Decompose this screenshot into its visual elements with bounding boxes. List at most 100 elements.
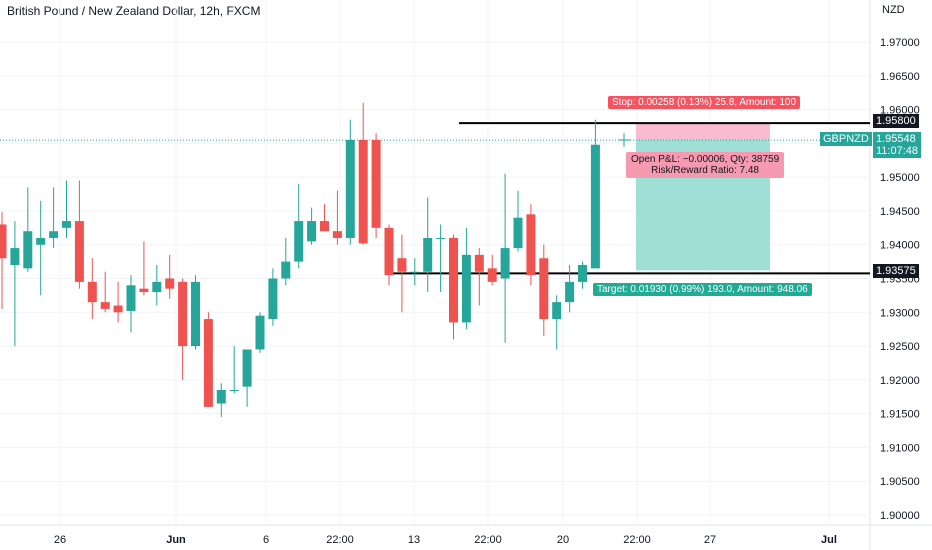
- candle-body: [332, 231, 342, 238]
- candle: [332, 190, 342, 245]
- candle-body: [410, 271, 420, 273]
- candle: [565, 264, 575, 313]
- candle: [100, 271, 110, 313]
- time-tick-label: Jul: [821, 534, 837, 546]
- candle: [474, 248, 484, 306]
- candle-body: [203, 319, 213, 407]
- time-tick-label: 22:00: [623, 534, 651, 546]
- bar-countdown: 11:07:48: [876, 145, 919, 157]
- candle: [578, 261, 587, 289]
- candle-body: [423, 237, 433, 272]
- currency-label: NZD: [882, 4, 905, 16]
- candle-body: [513, 217, 523, 249]
- candle-body: [565, 281, 575, 303]
- stop-label: Stop: 0.00258 (0.13%) 25.8, Amount: 100: [608, 96, 801, 109]
- candle-body: [436, 237, 446, 239]
- price-tick-label: 1.90500: [880, 476, 920, 488]
- candle: [436, 224, 446, 293]
- candle: [500, 173, 510, 343]
- price-tick-label: 1.97000: [880, 37, 920, 49]
- candle: [320, 204, 329, 232]
- candle-body: [526, 214, 536, 276]
- candle-body: [307, 221, 317, 242]
- candle-body: [87, 281, 97, 303]
- candle-body: [74, 221, 84, 282]
- price-tick-label: 1.92500: [880, 341, 920, 353]
- candle-body: [0, 224, 7, 259]
- candle-body: [23, 231, 33, 269]
- candle-body: [178, 281, 188, 347]
- price-axis: 1.970001.965001.960001.955001.950001.945…: [880, 37, 920, 522]
- time-tick-label: 26: [54, 534, 66, 546]
- candle-body: [397, 258, 407, 272]
- candle: [203, 312, 213, 407]
- candle-body: [539, 258, 549, 320]
- candle-body: [242, 349, 252, 387]
- candle-body: [255, 315, 265, 350]
- candle-body: [229, 389, 239, 391]
- candle: [423, 197, 433, 293]
- price-tick-label: 1.96500: [880, 71, 920, 83]
- candle: [384, 224, 394, 286]
- chart-title: British Pound / New Zealand Dollar, 12h,…: [7, 4, 261, 18]
- symbol-badge: GBPNZD: [820, 132, 872, 146]
- candle-body: [320, 221, 329, 232]
- candle: [294, 183, 304, 269]
- candle-body: [268, 278, 278, 320]
- time-tick-label: 13: [408, 534, 420, 546]
- candle: [0, 212, 7, 309]
- candles: [0, 102, 600, 418]
- time-tick-label: 22:00: [474, 534, 502, 546]
- stop-zone: [636, 123, 770, 140]
- candle: [87, 258, 97, 320]
- candle-body: [165, 278, 175, 289]
- candle-body: [474, 254, 484, 272]
- candle: [62, 180, 71, 238]
- candle-body: [358, 139, 368, 244]
- time-tick-label: 27: [704, 534, 716, 546]
- candle-body: [139, 288, 149, 293]
- price-tick-label: 1.94000: [880, 240, 920, 252]
- candle: [358, 102, 368, 245]
- candle: [590, 119, 600, 269]
- candle: [139, 241, 149, 296]
- candle-body: [384, 227, 394, 276]
- last-price-label: 1.95548 11:07:48: [873, 132, 922, 158]
- price-tick-label: 1.94500: [880, 206, 920, 218]
- candle: [216, 383, 226, 418]
- candle-body: [10, 248, 20, 265]
- time-tick-label: 20: [557, 534, 569, 546]
- candle-body: [113, 305, 123, 313]
- price-tick-label: 1.95000: [880, 172, 920, 184]
- candle-body: [191, 281, 200, 347]
- candle: [229, 346, 239, 394]
- candle: [49, 187, 59, 249]
- candle-body: [49, 231, 59, 238]
- candle: [410, 258, 420, 286]
- last-price: 1.95548: [876, 133, 916, 145]
- candle: [165, 254, 175, 299]
- risk-reward-text: Risk/Reward Ratio: 7.48: [651, 165, 759, 176]
- candle-body: [126, 285, 136, 311]
- price-tick-label: 1.92000: [880, 375, 920, 387]
- candle: [281, 237, 291, 286]
- candle-body: [62, 221, 71, 228]
- candle-body: [552, 302, 562, 320]
- candle-body: [461, 254, 471, 323]
- price-tick-label: 1.91000: [880, 442, 920, 454]
- target-label: Target: 0.01930 (0.99%) 193.0, Amount: 9…: [593, 283, 812, 296]
- candle: [552, 295, 562, 350]
- open-pnl-text: Open P&L: −0.00006, Qty: 38759: [631, 154, 780, 165]
- candle: [126, 275, 136, 333]
- time-tick-label: Jun: [166, 534, 186, 546]
- candle-body: [294, 221, 304, 262]
- time-tick-label: 22:00: [326, 534, 354, 546]
- candle: [449, 234, 458, 340]
- lower-line-price-label: 1.93575: [873, 264, 919, 278]
- candle-body: [487, 268, 497, 282]
- candle: [526, 204, 536, 286]
- upper-line-price-label: 1.95800: [873, 114, 919, 128]
- candle: [255, 312, 265, 353]
- candle: [23, 187, 33, 272]
